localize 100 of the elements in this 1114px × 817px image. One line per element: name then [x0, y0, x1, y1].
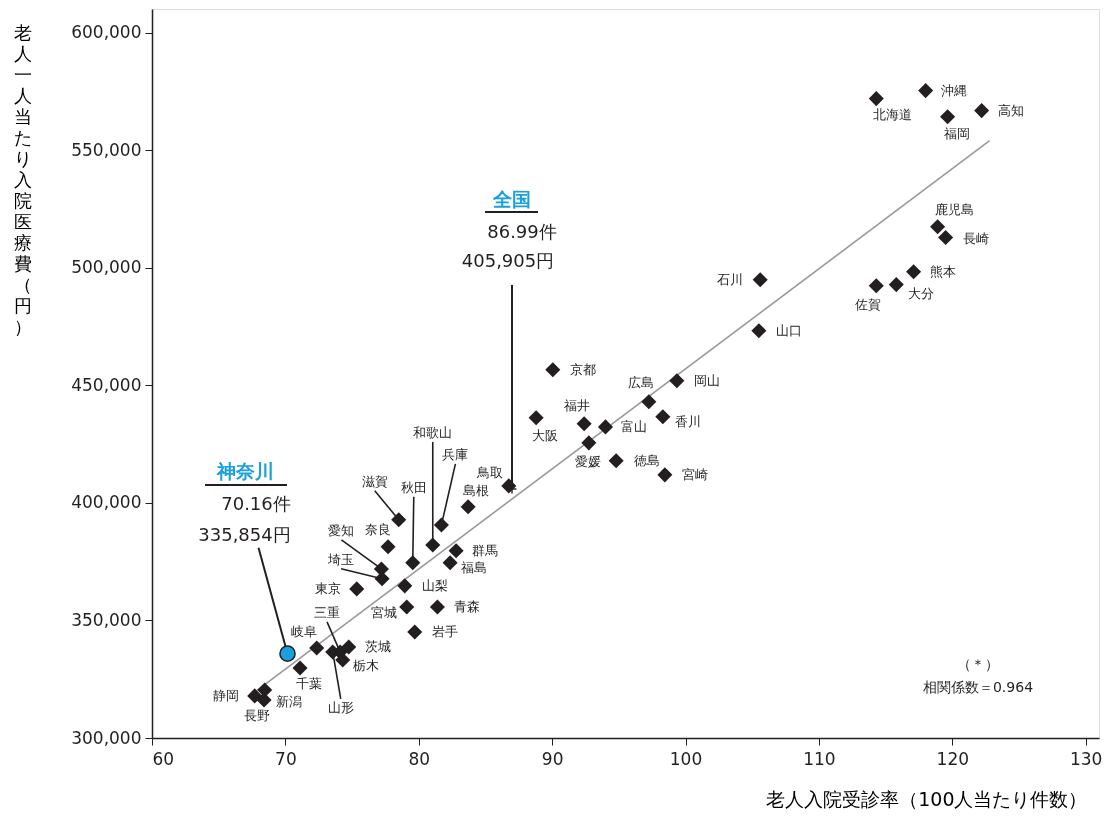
annotation: 岐阜 [290, 623, 317, 639]
annotation: 群馬 [472, 542, 499, 558]
y-tick-label: 550,000 [71, 139, 142, 160]
y-tick-label: 300,000 [71, 727, 142, 748]
annotation: 埼玉 [327, 551, 355, 567]
annotation: 愛媛 [574, 453, 601, 469]
annotation: 滋賀 [361, 473, 388, 489]
x-tick-label: 110 [803, 748, 836, 769]
annotation: 茨城 [364, 638, 391, 654]
point [669, 373, 684, 388]
annotation: 86.99件 [487, 221, 557, 242]
point [460, 499, 476, 514]
point [257, 682, 272, 698]
point [545, 362, 560, 377]
point [655, 409, 670, 424]
point [751, 323, 766, 338]
point [906, 264, 921, 279]
point [380, 539, 396, 554]
point [869, 278, 884, 293]
x-tick-label: 120 [936, 748, 970, 769]
point [889, 277, 904, 292]
point [399, 599, 414, 615]
point [448, 543, 464, 558]
annotation: 秋田 [400, 479, 427, 495]
annotation: 富山 [621, 418, 648, 434]
point [581, 435, 596, 450]
annotation: 山口 [775, 322, 802, 338]
point [430, 599, 445, 615]
point [938, 230, 953, 245]
annotation: 徳島 [634, 452, 661, 468]
annotation: 鳥取 [475, 464, 503, 480]
point [577, 416, 592, 431]
annotation: 三重 [314, 604, 341, 620]
annotation: 福島 [461, 559, 488, 575]
point [391, 512, 406, 527]
point [598, 419, 613, 435]
point [609, 453, 624, 468]
annotation: 青森 [454, 599, 481, 615]
annotation: 鹿児島 [935, 201, 975, 217]
annotation: 京都 [569, 361, 596, 377]
point [753, 272, 768, 287]
x-tick-label: 130 [1069, 748, 1103, 769]
annotation: 岡山 [693, 372, 720, 388]
point [292, 660, 308, 676]
annotation: 大阪 [532, 427, 559, 443]
annotation: 山形 [327, 699, 354, 715]
annotation: 高知 [997, 102, 1024, 118]
x-tick-label: 60 [152, 748, 175, 769]
y-tick-label: 450,000 [71, 374, 142, 395]
y-tick-label: 600,000 [71, 22, 142, 43]
y-tick-label: 350,000 [71, 609, 142, 630]
point [256, 692, 272, 708]
x-tick-label: 70 [275, 748, 297, 769]
x-axis-title: 老人入院受診率（100人当たり件数） [766, 787, 1088, 810]
point [434, 517, 449, 533]
annotation: 千葉 [296, 675, 323, 691]
annotation: 山梨 [421, 577, 448, 593]
point [407, 624, 422, 640]
point [940, 109, 955, 124]
annotation: 沖縄 [940, 82, 967, 98]
annotation: 335,854円 [198, 523, 291, 545]
point [374, 571, 390, 586]
annotation: 新潟 [275, 694, 302, 710]
annotation: 長野 [244, 707, 271, 723]
point [657, 467, 672, 482]
point [974, 103, 989, 118]
annotation: 福井 [564, 397, 591, 413]
point [349, 581, 364, 597]
point [930, 219, 945, 234]
point [425, 537, 440, 553]
annotation: 広島 [627, 374, 654, 390]
point [335, 652, 350, 668]
y-tick-label: 500,000 [71, 257, 142, 278]
annotation: 福岡 [943, 125, 970, 141]
annotation: 石川 [717, 271, 744, 287]
x-tick-label: 80 [408, 748, 431, 769]
y-tick-label: 400,000 [71, 492, 142, 513]
point [641, 394, 656, 409]
annotation: 静岡 [212, 687, 239, 703]
point [397, 578, 412, 593]
annotation: 島根 [463, 482, 490, 498]
annotation: 和歌山 [413, 424, 453, 440]
text: 老人一人当たり入院医療費（円） [13, 21, 32, 337]
annotation: 長崎 [962, 230, 989, 246]
annotation: 宮崎 [681, 466, 708, 482]
point [405, 555, 420, 570]
annotation: 佐賀 [855, 296, 882, 312]
point [442, 555, 458, 570]
point [309, 640, 324, 656]
annotation: 香川 [674, 413, 701, 429]
annotation: 栃木 [352, 657, 379, 673]
point [918, 83, 933, 98]
point [869, 91, 884, 106]
annotation: 愛知 [328, 522, 355, 538]
annotation: 奈良 [365, 521, 392, 537]
annotation: 宮城 [370, 605, 397, 621]
point [529, 410, 544, 425]
annotation: 405,905円 [461, 249, 555, 271]
annotation: 東京 [314, 580, 341, 596]
x-tick-label: 90 [541, 748, 564, 769]
